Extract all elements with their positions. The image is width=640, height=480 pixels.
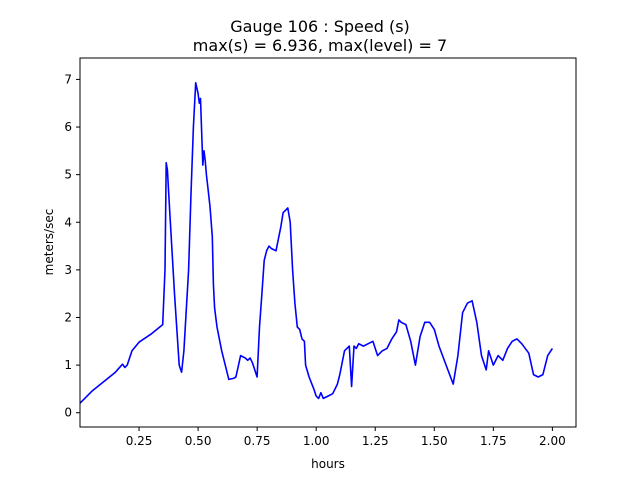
y-tick-label: 4 bbox=[64, 215, 72, 229]
y-tick-label: 6 bbox=[64, 120, 72, 134]
y-tick-label: 1 bbox=[64, 358, 72, 372]
x-axis-label: hours bbox=[311, 457, 345, 471]
y-axis-label: meters/sec bbox=[42, 209, 56, 276]
x-tick-label: 0.25 bbox=[126, 434, 153, 448]
x-tick-label: 2.00 bbox=[539, 434, 566, 448]
series-group bbox=[79, 82, 554, 404]
x-tick-label: 1.00 bbox=[303, 434, 330, 448]
x-tick-label: 0.50 bbox=[185, 434, 212, 448]
y-tick-label: 7 bbox=[64, 72, 72, 86]
y-axis-ticks: 0 1 2 3 4 5 6 7 bbox=[64, 72, 80, 420]
y-tick-label: 2 bbox=[64, 310, 72, 324]
y-tick-label: 0 bbox=[64, 406, 72, 420]
speed-series-line bbox=[79, 82, 554, 404]
x-tick-label: 0.75 bbox=[244, 434, 271, 448]
x-tick-label: 1.25 bbox=[362, 434, 389, 448]
y-tick-label: 3 bbox=[64, 263, 72, 277]
plot-frame bbox=[79, 57, 577, 428]
y-tick-label: 5 bbox=[64, 168, 72, 182]
chart-subtitle: max(s) = 6.936, max(level) = 7 bbox=[193, 36, 447, 55]
x-axis-ticks: 0.25 0.50 0.75 1.00 1.25 1.50 1.75 2.00 bbox=[126, 427, 566, 448]
x-tick-label: 1.75 bbox=[480, 434, 507, 448]
x-tick-label: 1.50 bbox=[421, 434, 448, 448]
chart-title: Gauge 106 : Speed (s) bbox=[230, 17, 410, 36]
